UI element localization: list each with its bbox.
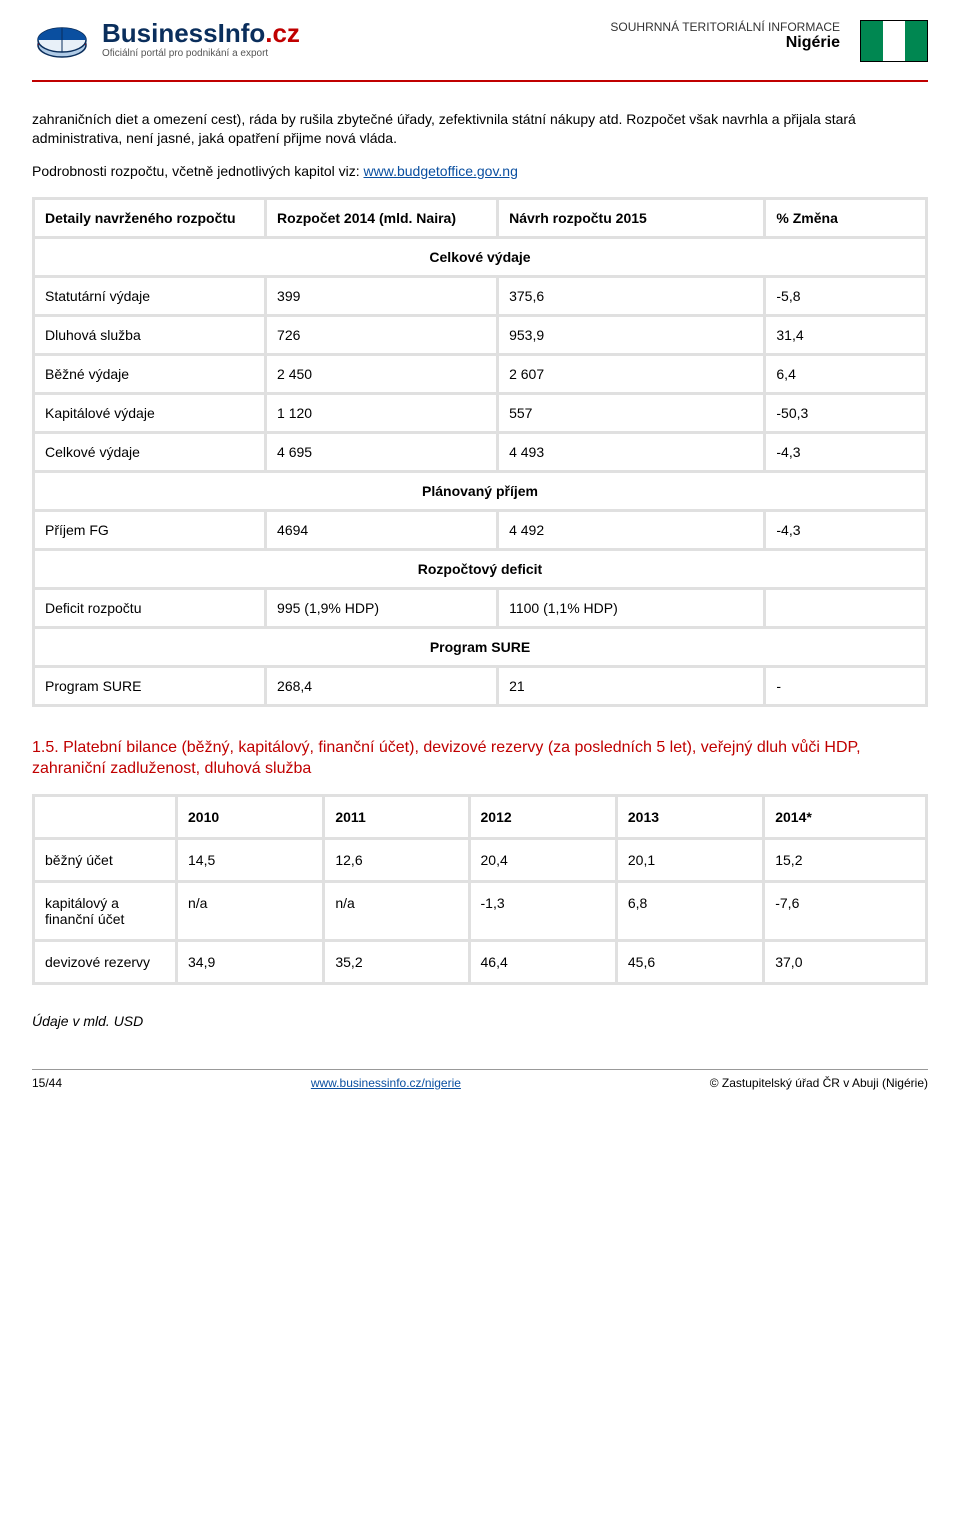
page-footer: 15/44 www.businessinfo.cz/nigerie © Zast… [32,1069,928,1090]
section-celkove-vydaje: Celkové výdaje [35,239,925,275]
page-header: BusinessInfo.cz Oficiální portál pro pod… [32,20,928,74]
year-col: 2012 [471,797,615,837]
year-col: 2013 [618,797,762,837]
table-row: Celkové výdaje4 6954 493-4,3 [35,434,925,470]
table-row: Běžné výdaje2 4502 6076,4 [35,356,925,392]
budget-col-1: Rozpočet 2014 (mld. Naira) [267,200,496,236]
budget-col-3: % Změna [766,200,925,236]
balance-header-row: 2010 2011 2012 2013 2014* [35,797,925,837]
intro-paragraph-1: zahraničních diet a omezení cest), ráda … [32,110,928,148]
table-row: devizové rezervy 34,9 35,2 46,4 45,6 37,… [35,942,925,982]
header-divider [32,80,928,82]
budget-office-link[interactable]: www.budgetoffice.gov.ng [364,163,518,179]
table-row: běžný účet 14,5 12,6 20,4 20,1 15,2 [35,840,925,880]
year-col: 2014* [765,797,925,837]
section-rozpoctovy-deficit: Rozpočtový deficit [35,551,925,587]
header-title: SOUHRNNÁ TERITORIÁLNÍ INFORMACE Nigérie [300,20,860,52]
logo-suffix: .cz [265,18,300,48]
budget-table: Detaily navrženého rozpočtu Rozpočet 201… [32,197,928,707]
table-row: Deficit rozpočtu995 (1,9% HDP)1100 (1,1%… [35,590,925,626]
balance-table: 2010 2011 2012 2013 2014* běžný účet 14,… [32,794,928,985]
budget-col-0: Detaily navrženého rozpočtu [35,200,264,236]
header-title-line1: SOUHRNNÁ TERITORIÁLNÍ INFORMACE [300,20,840,34]
logo-block: BusinessInfo.cz Oficiální portál pro pod… [32,20,300,62]
page-number: 15/44 [32,1076,62,1090]
section-program-sure: Program SURE [35,629,925,665]
budget-col-2: Návrh rozpočtu 2015 [499,200,763,236]
chapter-heading-1-5: 1.5. Platební bilance (běžný, kapitálový… [32,737,928,780]
table-row: Příjem FG46944 492-4,3 [35,512,925,548]
table-row: kapitálový a finanční účet n/a n/a -1,3 … [35,883,925,939]
logo-subtitle: Oficiální portál pro podnikání a export [102,48,300,59]
logo-text-block: BusinessInfo.cz Oficiální portál pro pod… [102,20,300,59]
year-col: 2010 [178,797,322,837]
header-title-line2: Nigérie [300,34,840,52]
note-usd: Údaje v mld. USD [32,1013,928,1029]
table-row: Program SURE268,421- [35,668,925,704]
table-row: Kapitálové výdaje1 120557-50,3 [35,395,925,431]
year-col: 2011 [325,797,467,837]
intro-paragraph-2: Podrobnosti rozpočtu, včetně jednotlivýc… [32,162,928,181]
logo-name: BusinessInfo [102,18,265,48]
nigeria-flag-icon [860,20,928,62]
footer-copyright: © Zastupitelský úřad ČR v Abuji (Nigérie… [710,1076,928,1090]
budget-header-row: Detaily navrženého rozpočtu Rozpočet 201… [35,200,925,236]
section-planovany-prijem: Plánovaný příjem [35,473,925,509]
intro-text-2a: Podrobnosti rozpočtu, včetně jednotlivýc… [32,163,364,179]
logo-icon [32,20,92,62]
footer-url-link[interactable]: www.businessinfo.cz/nigerie [311,1076,461,1090]
table-row: Dluhová služba726953,931,4 [35,317,925,353]
logo-main: BusinessInfo.cz [102,20,300,46]
table-row: Statutární výdaje399375,6-5,8 [35,278,925,314]
